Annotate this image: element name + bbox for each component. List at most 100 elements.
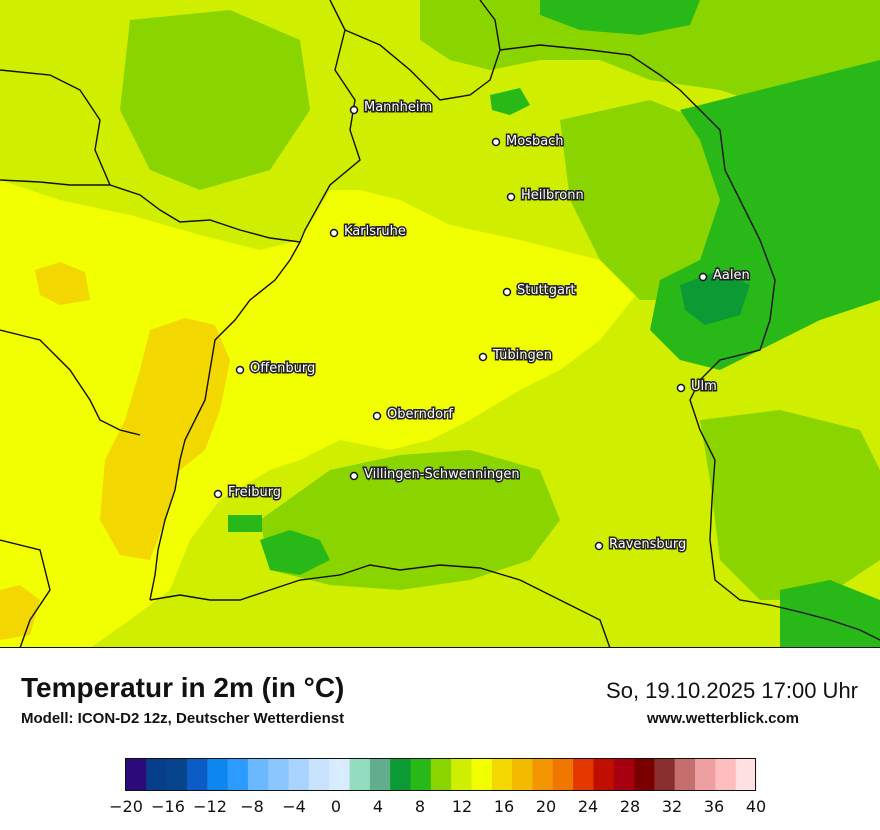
city-label: Oberndorf — [387, 407, 453, 422]
color-scale-box — [268, 759, 290, 791]
city-freiburg: Freiburg — [213, 484, 283, 502]
city-mannheim: Mannheim — [349, 99, 434, 117]
color-scale-box — [491, 759, 513, 791]
color-scale-box — [349, 759, 371, 791]
color-scale-box — [166, 759, 188, 791]
model-info: Modell: ICON-D2 12z, Deutscher Wetterdie… — [21, 710, 345, 727]
city-dot — [349, 105, 359, 115]
color-scale-box — [552, 759, 574, 791]
city-aalen: Aalen — [698, 267, 751, 285]
temperature-field-18c — [100, 318, 230, 560]
city-dot — [349, 471, 359, 481]
city-markers: Mannheim Mosbach Heilbronn Karlsruhe Aal… — [213, 99, 751, 554]
color-scale-box — [735, 759, 757, 791]
color-scale-box — [674, 759, 696, 791]
temperature-field-14c-se — [550, 410, 710, 570]
temperature-field-10c-south-b — [228, 515, 262, 532]
temperature-field-18c-west — [35, 262, 90, 305]
color-scale-box — [451, 759, 472, 791]
temperature-field-12c-se — [700, 410, 880, 600]
city-ravensburg: Ravensburg — [594, 536, 688, 554]
city-dot — [502, 287, 512, 297]
city-label: Ravensburg — [609, 537, 686, 552]
color-scale-tick-label: 8 — [415, 797, 425, 816]
color-scale-tick-label: −16 — [151, 797, 185, 816]
color-scale-box — [430, 759, 452, 791]
temperature-field-12c-south — [260, 450, 560, 590]
color-scale-tick-label: 32 — [662, 797, 682, 816]
color-scale-tick-label: 4 — [373, 797, 383, 816]
color-scale-box — [573, 759, 594, 791]
city-dot — [478, 352, 488, 362]
city-label: Aalen — [713, 268, 750, 283]
color-scale-box — [126, 759, 147, 791]
city-dot — [235, 365, 245, 375]
color-scale-box — [227, 759, 249, 791]
color-scale-box — [695, 759, 716, 791]
color-scale-tick-label: 40 — [746, 797, 766, 816]
temperature-field-8c — [680, 270, 750, 325]
city-stuttgart: Stuttgart — [502, 282, 577, 300]
border-ne — [499, 44, 776, 581]
city-dot — [698, 272, 708, 282]
border-nw — [299, 0, 361, 243]
city-heilbronn: Heilbronn — [506, 187, 585, 205]
city-mosbach: Mosbach — [491, 133, 565, 151]
color-scale-box — [471, 759, 493, 791]
color-scale-tick-label: −12 — [193, 797, 227, 816]
footer: Temperatur in 2m (in °C) Modell: ICON-D2… — [0, 648, 880, 830]
color-scale-box — [247, 759, 269, 791]
site-url: www.wetterblick.com — [647, 710, 799, 727]
temperature-field-10c-south-a — [260, 530, 330, 575]
color-scale-tick-label: 24 — [578, 797, 598, 816]
temperature-field-10c-ne — [540, 0, 700, 35]
color-scale-box — [715, 759, 737, 791]
temperature-field-10c-north — [490, 88, 530, 115]
color-scale-box — [634, 759, 655, 791]
color-scale-box — [410, 759, 432, 791]
city-dot — [213, 489, 223, 499]
border-west-b — [0, 329, 141, 436]
color-scale-frame — [125, 758, 756, 791]
color-scale-box — [186, 759, 208, 791]
city-tuebingen: Tübingen — [478, 347, 554, 365]
color-scale-box — [288, 759, 310, 791]
color-scale-box — [369, 759, 391, 791]
city-dot — [329, 228, 339, 238]
border-west-a — [0, 69, 111, 186]
city-label: Ulm — [691, 379, 717, 394]
city-label: Freiburg — [228, 485, 281, 500]
color-scale-box — [146, 759, 168, 791]
color-scale-tick-label: 0 — [331, 797, 341, 816]
color-scale-box — [532, 759, 554, 791]
border-south — [149, 564, 611, 648]
color-scale-boxes — [126, 759, 757, 791]
city-dot — [676, 383, 686, 393]
color-scale-tick-label: 36 — [704, 797, 724, 816]
city-karlsruhe: Karlsruhe — [329, 223, 407, 241]
color-scale: −20 −16 −12 −8 −4 0 4 8 12 16 20 24 28 32 36 40 — [109, 758, 766, 816]
city-villingen-schwenningen: Villingen-Schwenningen — [349, 466, 521, 484]
city-label: Heilbronn — [521, 188, 584, 203]
color-scale-box — [512, 759, 533, 791]
city-label: Stuttgart — [517, 283, 575, 298]
temperature-field-10c-se — [780, 580, 880, 648]
temperature-field-12c-central — [560, 100, 720, 300]
city-dot — [491, 137, 501, 147]
temperature-field-18c-sw — [0, 585, 40, 640]
city-label: Mannheim — [364, 100, 432, 115]
color-scale-box — [329, 759, 351, 791]
color-scale-tick-label: 16 — [494, 797, 514, 816]
city-label: Offenburg — [250, 361, 315, 376]
border-state-north — [0, 179, 301, 243]
color-scale-box — [207, 759, 229, 791]
color-scale-box — [654, 759, 676, 791]
color-scale-box — [593, 759, 615, 791]
temperature-map: Mannheim Mosbach Heilbronn Karlsruhe Aal… — [0, 0, 880, 648]
border-lines — [0, 0, 880, 648]
color-scale-tick-label: 20 — [536, 797, 556, 816]
city-ulm: Ulm — [676, 378, 718, 396]
border-north — [344, 0, 501, 101]
city-label: Villingen-Schwenningen — [364, 467, 520, 482]
color-scale-box — [390, 759, 412, 791]
